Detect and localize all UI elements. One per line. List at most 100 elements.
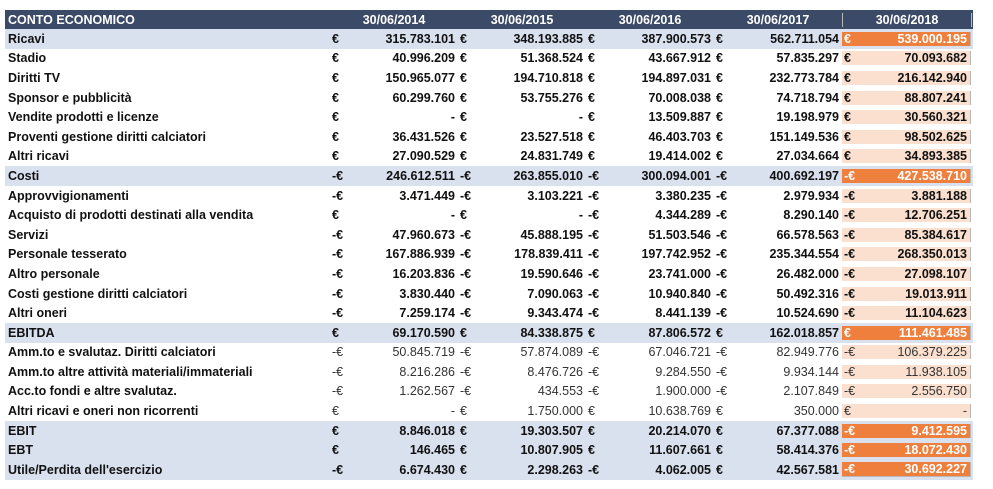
amount: 8.476.726 (527, 364, 583, 379)
currency-sign: -€ (332, 188, 344, 203)
row-label: Ricavi (8, 31, 45, 46)
amount: 19.013.911 (905, 286, 967, 301)
value-cell: €60.299.760 (330, 91, 458, 105)
value-cell: €24.831.749 (458, 149, 586, 163)
currency-sign: € (332, 325, 339, 340)
amount: 1.262.567 (399, 384, 455, 399)
amount: 16.203.836 (392, 266, 455, 281)
amount: 348.193.885 (513, 31, 583, 46)
currency-sign: -€ (716, 227, 728, 242)
currency-sign: € (332, 129, 339, 144)
value-cell: €27.090.529 (330, 149, 458, 163)
value-cell: -€ 106.379.225 (842, 345, 971, 360)
currency-sign: -€ (844, 227, 856, 242)
value-cell: €58.414.376 (714, 443, 842, 457)
value-cell: -€ 2.556.750 (842, 384, 971, 399)
value-cell: -€ 9.412.595 (842, 423, 971, 438)
amount: 216.142.940 (897, 70, 967, 85)
currency-sign: -€ (588, 384, 600, 399)
currency-sign: € (332, 443, 339, 458)
amount: 8.441.139 (655, 306, 711, 321)
value-cell: -€ 400.692.197 (714, 169, 842, 183)
value-cell: €194.710.818 (458, 71, 586, 85)
value-cell: -€ 268.350.013 (842, 247, 971, 262)
amount: 150.965.077 (385, 70, 455, 85)
amount: 43.667.912 (648, 51, 711, 66)
value-cell: -€ 6.674.430 (330, 463, 458, 477)
amount: 8.846.018 (399, 423, 455, 438)
currency-sign: -€ (844, 423, 856, 438)
amount: 232.773.784 (769, 70, 839, 85)
amount: 20.214.070 (648, 423, 711, 438)
currency-sign: € (332, 51, 339, 66)
currency-sign: € (460, 208, 467, 223)
table-row: Altro personale -€ 16.203.836 -€ 19.590.646-… (5, 264, 973, 284)
value-cell: -€ 30.692.227 (842, 462, 971, 478)
value-cell: €42.567.581 (714, 463, 842, 477)
amount: - (450, 208, 455, 223)
currency-sign: -€ (460, 168, 472, 183)
currency-sign: € (716, 110, 723, 125)
currency-sign: € (460, 462, 467, 477)
amount: 3.380.235 (655, 188, 711, 203)
currency-sign: € (716, 149, 723, 164)
amount: 9.412.595 (911, 423, 967, 438)
value-cell: -€ 85.384.617 (842, 227, 971, 242)
currency-sign: € (332, 149, 339, 164)
currency-sign: € (716, 423, 723, 438)
value-cell: -€ 246.612.511 (330, 169, 458, 183)
table-row: EBIT €8.846.018 €19.303.507 €20.214.070 €67.… (5, 420, 973, 441)
row-label: Acquisto di prodotti destinati alla vend… (8, 208, 254, 223)
currency-sign: -€ (844, 286, 856, 301)
value-cell: €67.377.088 (714, 424, 842, 438)
amount: 6.674.430 (399, 462, 455, 477)
currency-sign: -€ (844, 462, 856, 477)
value-cell: -€ 51.503.546 (586, 228, 714, 242)
currency-sign: -€ (716, 208, 728, 223)
amount: 30.692.227 (904, 462, 967, 477)
currency-sign: -€ (460, 286, 472, 301)
amount: 8.290.140 (783, 208, 839, 223)
value-cell: €57.835.297 (714, 51, 842, 65)
currency-sign: -€ (716, 266, 728, 281)
amount: 1.750.000 (527, 404, 583, 419)
table-row: Personale tesserato -€ 167.886.939 -€ 178.83… (5, 245, 973, 265)
amount: 194.710.818 (513, 70, 583, 85)
table-row: Sponsor e pubblicità €60.299.760 €53.755.2… (5, 88, 973, 108)
value-cell: -€ 197.742.952 (586, 247, 714, 261)
row-label: EBT (8, 443, 33, 458)
value-cell: -€ 18.072.430 (842, 443, 971, 458)
amount: 11.607.661 (649, 443, 711, 458)
row-label: Personale tesserato (8, 247, 127, 262)
currency-sign: -€ (844, 306, 856, 321)
amount: 67.377.088 (776, 423, 839, 438)
row-label: Amm.to altre attività materiali/immateri… (8, 364, 253, 379)
currency-sign: -€ (844, 188, 856, 203)
value-cell: -€ 12.706.251 (842, 208, 971, 223)
value-cell: -€ 178.839.411 (458, 247, 586, 261)
value-cell: €69.170.590 (330, 326, 458, 340)
currency-sign: € (460, 90, 467, 105)
value-cell: €40.996.209 (330, 51, 458, 65)
currency-sign: € (460, 325, 467, 340)
currency-sign: -€ (332, 168, 344, 183)
value-cell: -€ 50.845.719 (330, 345, 458, 359)
amount: 246.612.511 (386, 168, 455, 183)
amount: 27.034.664 (776, 149, 839, 164)
value-cell: €150.965.077 (330, 71, 458, 85)
currency-sign: -€ (332, 227, 344, 242)
currency-sign: -€ (844, 247, 856, 262)
currency-sign: € (460, 423, 467, 438)
currency-sign: € (588, 31, 595, 46)
value-cell: €20.214.070 (586, 424, 714, 438)
year-header-2015: 30/06/2015 (490, 12, 554, 27)
value-cell: -€ 3.103.221 (458, 189, 586, 203)
value-cell: -€ 50.492.316 (714, 287, 842, 301)
value-cell: €98.502.625 (842, 129, 971, 144)
currency-sign: -€ (332, 247, 344, 262)
currency-sign: € (460, 404, 467, 419)
value-cell: €194.897.031 (586, 71, 714, 85)
table-row: Proventi gestione diritti calciatori €36.… (5, 127, 973, 147)
amount: - (450, 110, 455, 125)
value-cell: €46.403.703 (586, 130, 714, 144)
